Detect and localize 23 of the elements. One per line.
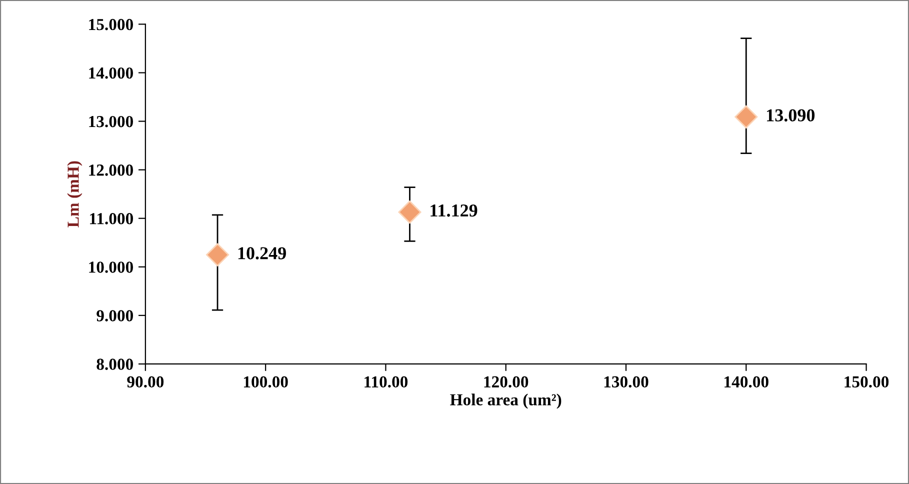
y-tick-label: 14.000 <box>89 67 133 79</box>
x-axis-title: Hole area (um²) <box>450 394 562 409</box>
x-tick-label: 140.00 <box>724 376 768 388</box>
y-tick-label: 12.000 <box>89 164 133 176</box>
point <box>206 243 230 266</box>
x-tick-label: 150.00 <box>844 376 889 388</box>
y-tick-label: 15.000 <box>89 18 133 30</box>
y-tick-label: 10.000 <box>89 262 133 273</box>
x-tick-label: 120.00 <box>484 376 528 388</box>
point <box>398 200 422 224</box>
y-tick-label: 9.000 <box>96 310 133 322</box>
y-tick-label: 11.000 <box>90 213 133 224</box>
x-tick-label: 130.00 <box>604 376 648 388</box>
y-tick-label: 13.000 <box>89 116 133 128</box>
point <box>734 105 758 128</box>
x-tick-label: 110.00 <box>364 376 408 388</box>
data-label: 10.249 <box>238 247 286 260</box>
y-tick-label: 8.000 <box>96 358 133 370</box>
data-label: 13.090 <box>767 109 815 122</box>
x-tick-label: 90.00 <box>127 376 164 388</box>
x-tick-label: 100.00 <box>244 376 288 388</box>
data-label: 11.129 <box>430 204 478 217</box>
y-axis-title: Lm (mH) <box>67 161 82 228</box>
